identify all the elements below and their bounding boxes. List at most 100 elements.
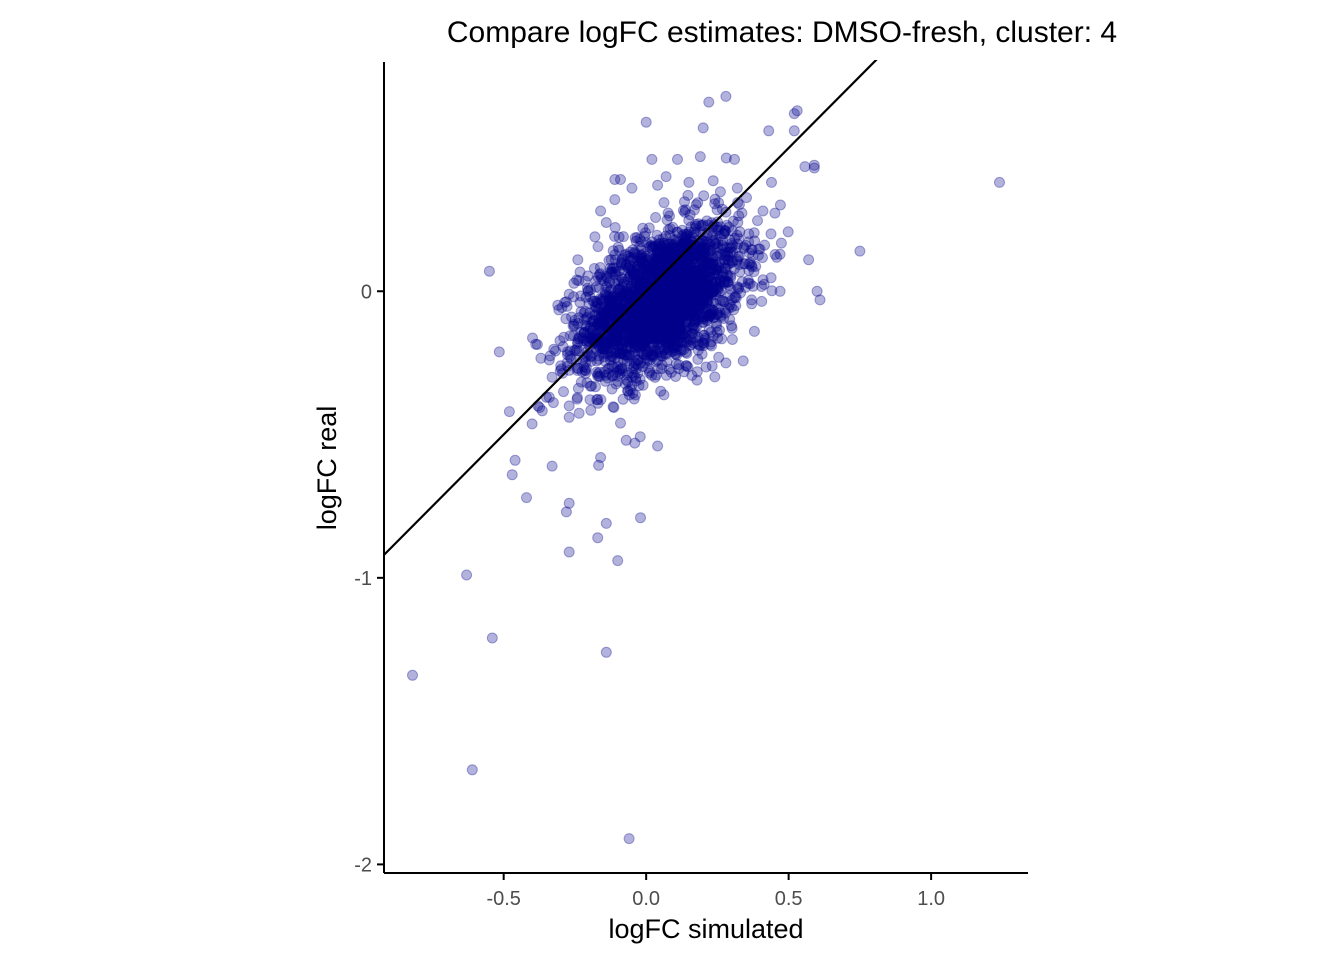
data-point — [648, 294, 659, 306]
data-point — [579, 319, 591, 331]
data-point — [640, 319, 652, 331]
data-point — [613, 292, 625, 304]
data-point — [631, 232, 643, 243]
data-point — [673, 301, 685, 313]
data-point — [700, 261, 711, 273]
data-point — [653, 345, 665, 357]
data-point — [693, 311, 705, 323]
y-axis-title: logFC real — [312, 406, 342, 531]
data-point — [640, 250, 651, 262]
data-point — [690, 321, 702, 333]
data-point — [655, 264, 667, 275]
data-point — [696, 316, 708, 328]
data-point — [614, 348, 626, 359]
data-point — [683, 249, 695, 261]
data-point — [663, 289, 675, 301]
data-point — [591, 295, 602, 307]
data-point — [611, 334, 623, 346]
y-axis-ticks: -2-10 — [354, 281, 384, 876]
data-point — [632, 367, 644, 379]
data-point — [626, 380, 638, 391]
data-point — [665, 286, 677, 297]
data-point — [719, 304, 731, 316]
data-point — [595, 452, 607, 463]
data-point — [695, 243, 707, 255]
data-point — [628, 282, 639, 294]
data-point — [711, 309, 723, 321]
data-point — [636, 256, 648, 268]
data-point — [609, 308, 621, 320]
data-point — [722, 255, 734, 266]
data-point — [646, 261, 658, 273]
data-point — [621, 349, 633, 361]
data-point — [619, 288, 631, 300]
data-point — [651, 296, 663, 308]
data-point — [658, 239, 670, 251]
data-point — [673, 280, 685, 292]
data-point — [648, 242, 660, 253]
data-point — [727, 246, 739, 258]
data-point — [647, 309, 659, 320]
data-point — [636, 311, 648, 323]
data-point — [656, 300, 668, 311]
data-point — [677, 298, 689, 310]
data-point — [690, 280, 702, 292]
data-point — [639, 296, 651, 308]
data-point — [687, 296, 699, 308]
data-point — [664, 317, 676, 329]
data-point — [640, 227, 651, 239]
data-point — [634, 322, 646, 334]
data-point — [651, 300, 663, 312]
data-point — [632, 331, 644, 342]
data-point — [686, 327, 698, 339]
data-point — [724, 289, 736, 301]
data-point — [696, 295, 708, 307]
data-point — [645, 345, 657, 357]
data-point — [720, 152, 732, 164]
data-point — [705, 308, 717, 320]
data-point — [694, 244, 706, 256]
data-point — [633, 305, 645, 316]
data-point — [719, 275, 730, 286]
data-point — [686, 231, 698, 243]
data-point — [681, 235, 692, 246]
data-point — [714, 324, 725, 336]
data-point — [600, 217, 612, 228]
data-point — [688, 246, 700, 258]
data-point — [721, 219, 733, 231]
data-point — [666, 291, 678, 303]
data-point — [466, 764, 478, 776]
data-point — [678, 238, 690, 250]
data-point — [721, 242, 733, 254]
data-point — [672, 256, 684, 268]
data-point — [691, 295, 703, 307]
data-point — [667, 243, 679, 255]
data-point — [638, 303, 650, 315]
data-point — [717, 239, 728, 251]
data-point — [691, 374, 703, 386]
data-point — [639, 336, 650, 348]
data-point — [601, 331, 613, 343]
data-point — [588, 263, 600, 274]
data-point — [642, 310, 654, 322]
data-point — [597, 343, 609, 355]
data-point — [646, 265, 657, 277]
data-point — [596, 295, 608, 307]
data-point — [660, 307, 672, 319]
data-point — [706, 258, 718, 270]
data-point — [657, 300, 669, 312]
data-point — [584, 307, 596, 319]
data-point — [634, 324, 645, 336]
data-point — [603, 297, 615, 309]
data-point — [729, 232, 741, 244]
data-point — [695, 275, 707, 287]
data-point — [671, 317, 682, 329]
data-point — [657, 299, 669, 311]
data-point — [700, 361, 712, 373]
data-point — [602, 291, 614, 303]
x-tick-label: 0.5 — [775, 888, 803, 910]
data-point — [598, 294, 610, 306]
data-point — [656, 325, 668, 337]
data-point — [648, 301, 660, 312]
data-point — [662, 315, 674, 327]
